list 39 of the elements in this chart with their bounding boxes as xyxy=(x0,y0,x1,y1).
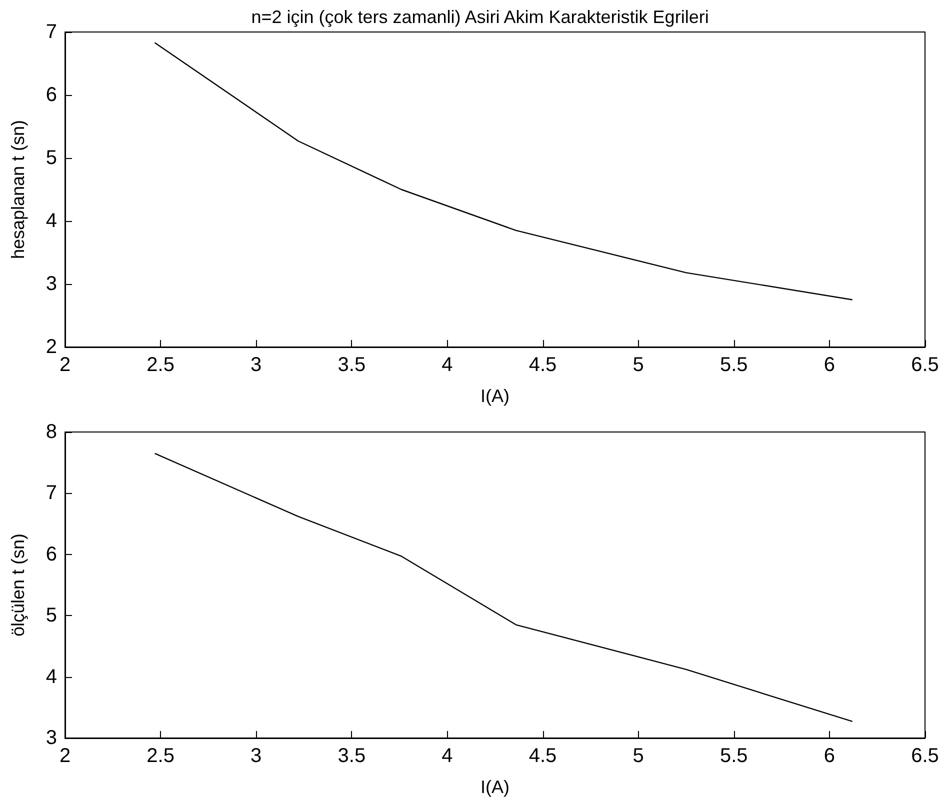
x-tick-label: 4 xyxy=(442,354,453,376)
x-tick-label: 4 xyxy=(442,745,453,767)
x-tick-label: 3 xyxy=(250,354,262,376)
x-tick-label: 2.5 xyxy=(146,745,174,767)
x-axis-title: I(A) xyxy=(480,777,510,797)
y-axis-title: ölçülen t (sn) xyxy=(8,533,28,637)
x-tick-label: 6 xyxy=(824,745,836,767)
y-tick-label: 6 xyxy=(46,543,57,566)
y-tick-label: 3 xyxy=(46,727,57,749)
chart-title: n=2 için (çok ters zamanli) Asiri Akim Karakteristik Egrileri xyxy=(251,7,709,27)
x-tick-label: 2 xyxy=(59,745,71,767)
y-tick-label: 7 xyxy=(46,482,57,504)
y-tick-label: 5 xyxy=(46,147,57,169)
x-tick-label: 3.5 xyxy=(338,354,366,376)
y-tick-label: 5 xyxy=(46,604,57,627)
x-tick-label: 4.5 xyxy=(528,745,557,767)
x-tick-label: 5.5 xyxy=(720,745,748,767)
x-tick-label: 3.5 xyxy=(338,745,366,767)
y-tick-label: 4 xyxy=(46,666,57,688)
x-tick-label: 6.5 xyxy=(911,745,939,767)
x-tick-label: 3 xyxy=(250,745,262,767)
y-tick-label: 7 xyxy=(46,21,57,43)
x-tick-label: 5.5 xyxy=(720,354,748,376)
y-tick-label: 4 xyxy=(46,210,57,232)
y-tick-label: 3 xyxy=(46,273,57,295)
y-axis-title: hesaplanan t (sn) xyxy=(8,120,28,260)
x-axis-title: I(A) xyxy=(480,386,510,406)
line-series xyxy=(154,452,853,722)
x-tick-label: 6 xyxy=(824,354,836,376)
line-series xyxy=(154,42,853,300)
y-tick-label: 2 xyxy=(46,336,57,358)
x-tick-label: 2.5 xyxy=(146,354,174,376)
y-tick-label: 8 xyxy=(46,421,57,443)
x-tick-label: 4.5 xyxy=(528,354,557,376)
x-tick-label: 5 xyxy=(632,354,644,376)
y-tick-label: 6 xyxy=(46,84,57,106)
x-tick-label: 2 xyxy=(59,354,71,376)
x-tick-label: 6.5 xyxy=(911,354,939,376)
x-tick-label: 5 xyxy=(632,745,644,767)
